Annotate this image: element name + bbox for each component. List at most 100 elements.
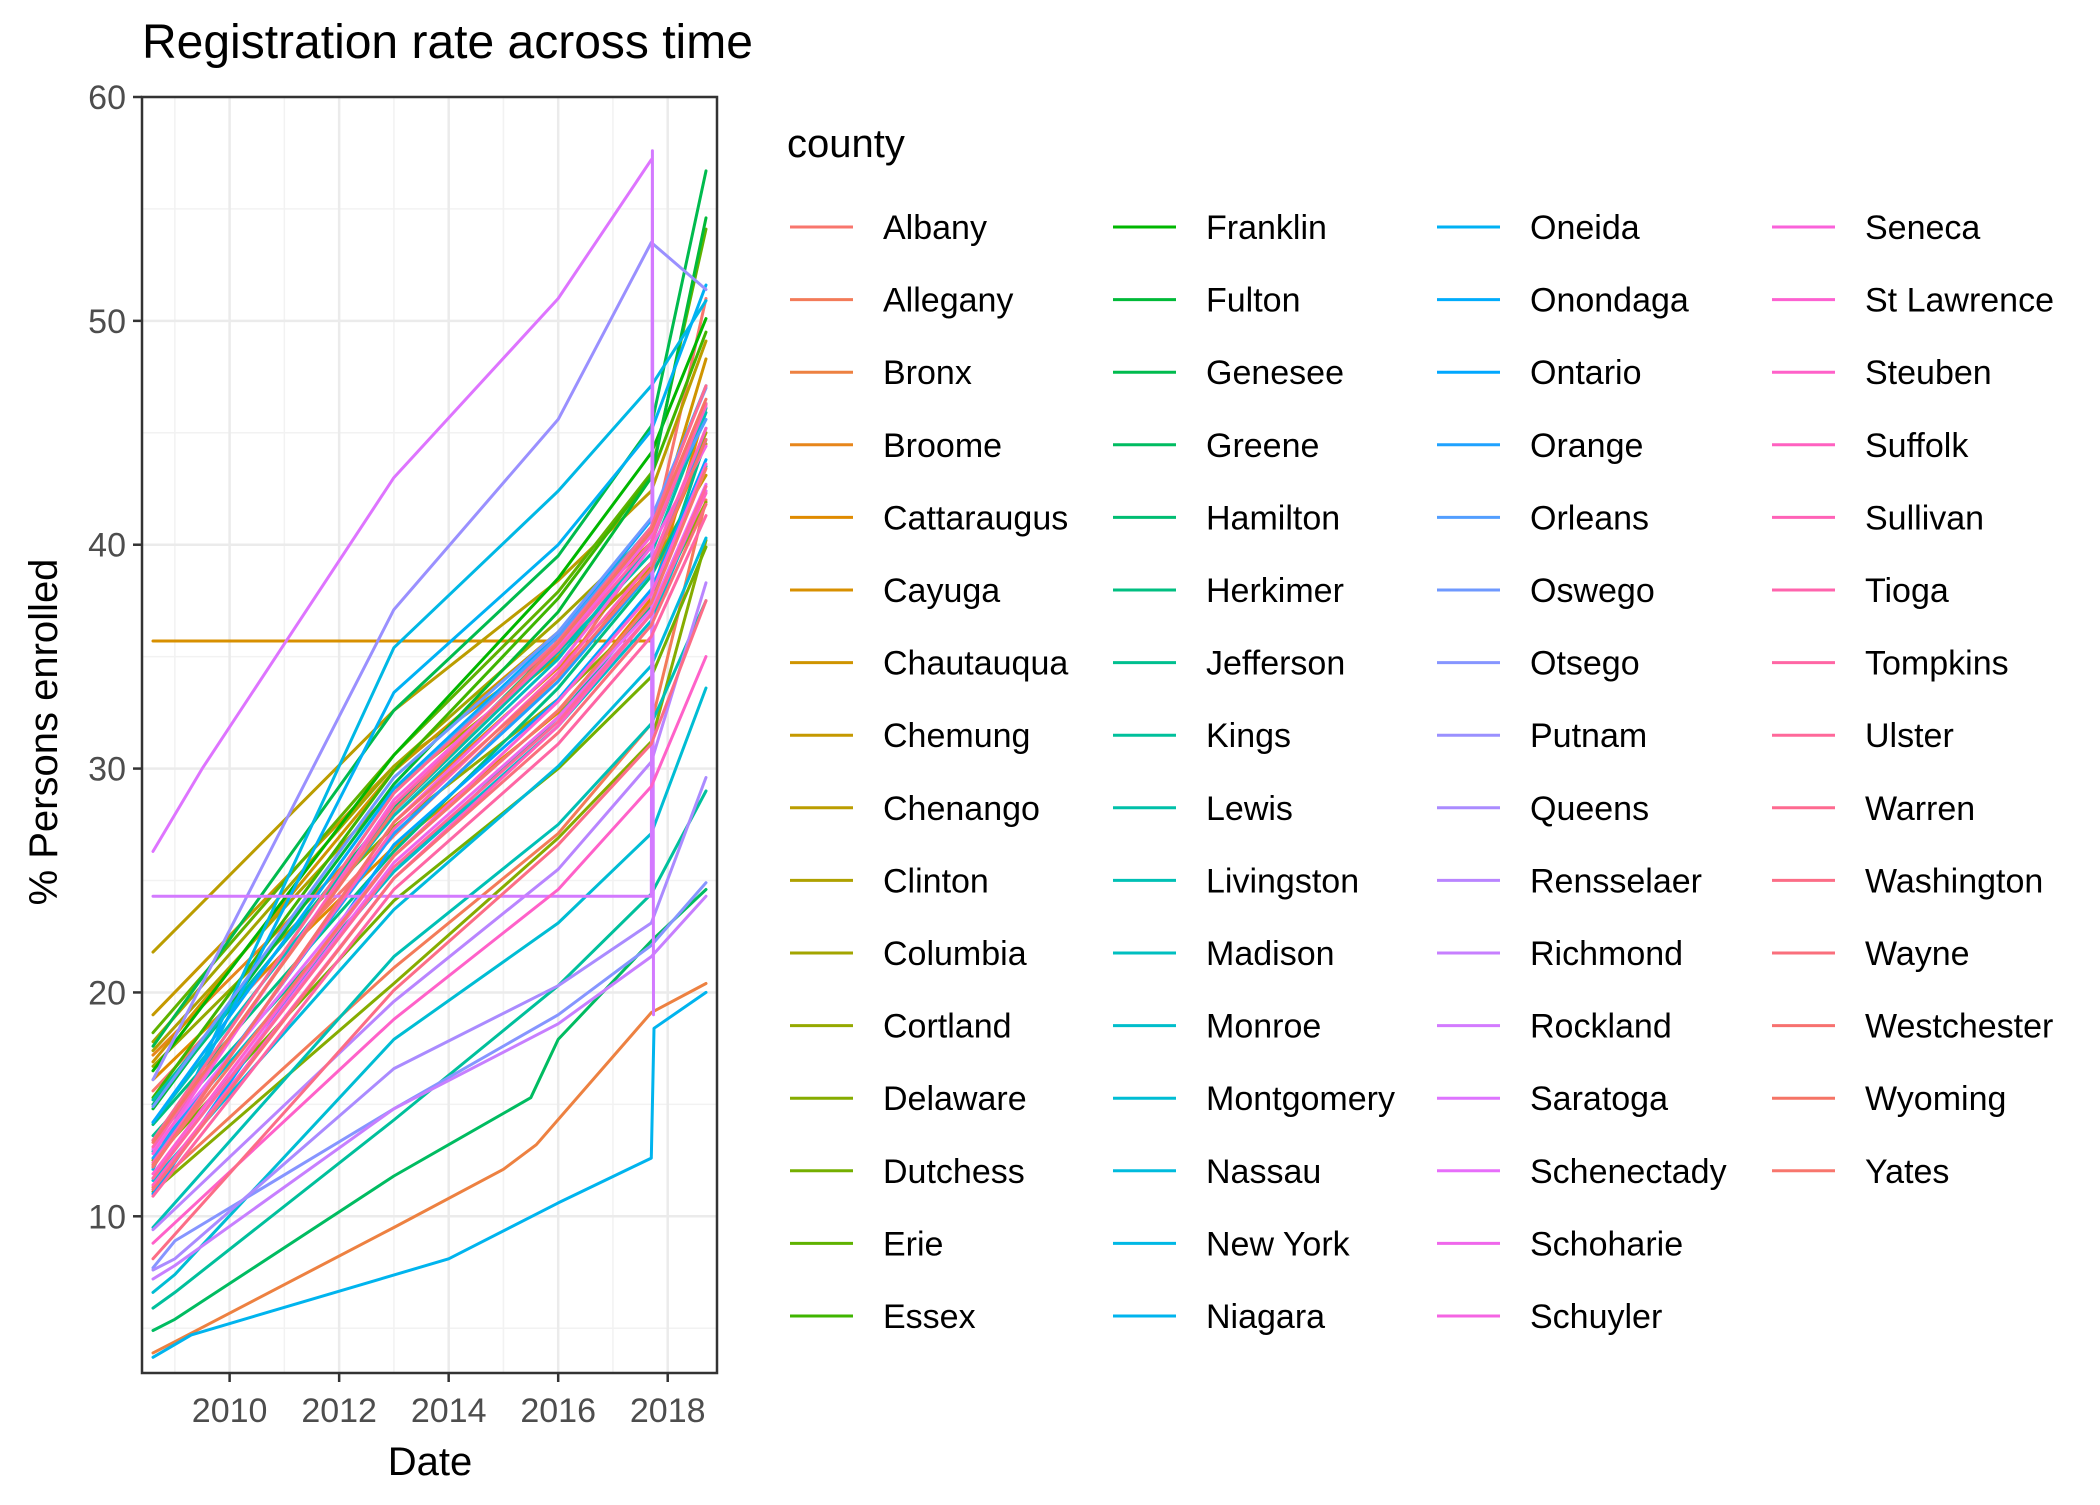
series-line-allegany [151,498,708,1189]
series-line-sullivan [151,426,708,1165]
legend-item-wyoming: Wyoming [1772,1080,2006,1118]
legend-item-ulster: Ulster [1772,717,1954,755]
legend-item-erie: Erie [790,1225,943,1263]
legend-item-richmond: Richmond [1437,935,1683,973]
legend-label: Ontario [1530,354,1642,392]
legend-item-bronx: Bronx [790,354,972,392]
series-line-richmond [151,894,708,1281]
legend-label: Franklin [1206,209,1327,247]
legend-label: Albany [883,209,987,247]
legend-label: Columbia [883,935,1027,973]
legend-label: Westchester [1865,1008,2053,1046]
legend-item-monroe: Monroe [1113,1008,1321,1046]
plot-panel: 2010 2012 2014 2016 2018 10 20 30 40 50 60 [88,79,719,1430]
legend-label: Oswego [1530,572,1655,610]
legend-item-tompkins: Tompkins [1772,645,2009,683]
legend-label: Chenango [883,790,1040,828]
legend-label: Delaware [883,1080,1027,1118]
legend-label: Allegany [883,282,1013,320]
legend-item-cattaraugus: Cattaraugus [790,499,1068,537]
series-line-oneida [151,283,708,1167]
legend-label: Warren [1865,790,1975,828]
legend-item-columbia: Columbia [790,935,1027,973]
legend-label: Onondaga [1530,282,1689,320]
series-line-queens [151,776,708,1272]
legend-title: county [787,122,905,166]
legend-label: Saratoga [1530,1080,1668,1118]
legend-item-albany: Albany [790,209,987,247]
series-line-new-york [151,299,708,1171]
series-line-franklin [151,317,708,1073]
legend-label: Chemung [883,717,1030,755]
legend-label: Cortland [883,1008,1012,1046]
legend-label: Chautauqua [883,645,1068,683]
legend-item-nassau: Nassau [1113,1153,1321,1191]
legend-item-greene: Greene [1113,427,1319,465]
legend-label: Schoharie [1530,1225,1683,1263]
legend-label: Queens [1530,790,1649,828]
legend-item-st-lawrence: St Lawrence [1772,282,2054,320]
legend-label: Jefferson [1206,645,1345,683]
series-line-tompkins [151,514,708,1198]
legend-item-clinton: Clinton [790,862,989,900]
legend-label: Essex [883,1298,976,1336]
chart-title: Registration rate across time [142,16,753,69]
y-tick-label: 50 [88,303,126,341]
legend-item-franklin: Franklin [1113,209,1327,247]
legend-item-otsego: Otsego [1437,645,1640,683]
legend-label: Tompkins [1865,645,2009,683]
x-tick-label: 2018 [630,1392,706,1430]
legend-label: Rensselaer [1530,862,1702,900]
y-tick-label: 20 [88,974,126,1012]
legend-item-broome: Broome [790,427,1002,465]
series-line-yates [151,467,708,1167]
series-line-tioga [151,402,708,1149]
legend-label: Kings [1206,717,1291,755]
legend-label: Madison [1206,935,1335,973]
legend-item-wayne: Wayne [1772,935,1970,973]
series-lines [151,149,708,1359]
series-line-steuben [151,655,708,1245]
series-line-fulton [151,216,708,1111]
legend-item-montgomery: Montgomery [1113,1080,1395,1118]
series-line-putnam [151,241,708,1082]
legend-item-putnam: Putnam [1437,717,1647,755]
x-tick-label: 2016 [520,1392,596,1430]
legend-label: Cayuga [883,572,1000,610]
legend-item-orleans: Orleans [1437,499,1649,537]
legend-item-cayuga: Cayuga [790,572,1000,610]
legend-label: Hamilton [1206,499,1340,537]
legend-label: Lewis [1206,790,1293,828]
legend-item-saratoga: Saratoga [1437,1080,1668,1118]
series-line-oswego [151,386,708,1109]
legend-label: Erie [883,1225,943,1263]
legend-item-tioga: Tioga [1772,572,1949,610]
legend-item-chemung: Chemung [790,717,1030,755]
legend-label: Steuben [1865,354,1992,392]
y-tick-label: 10 [88,1198,126,1236]
series-line-bronx [151,982,708,1355]
legend-item-rockland: Rockland [1437,1008,1672,1046]
legend-item-oneida: Oneida [1437,209,1640,247]
legend-item-niagara: Niagara [1113,1298,1325,1336]
legend-item-kings: Kings [1113,717,1291,755]
legend-label: Cattaraugus [883,499,1068,537]
legend-item-jefferson: Jefferson [1113,645,1345,683]
y-axis-label: % Persons enrolled [22,559,66,906]
series-line-niagara [151,990,708,1359]
legend-label: St Lawrence [1865,282,2054,320]
legend-item-hamilton: Hamilton [1113,499,1340,537]
x-tick-label: 2010 [192,1392,268,1430]
legend-label: Clinton [883,862,989,900]
series-line-nassau [151,536,708,1182]
legend-item-seneca: Seneca [1772,209,1980,247]
legend-label: Orange [1530,427,1643,465]
series-line-ulster [151,485,708,1180]
legend-label: Orleans [1530,499,1649,537]
legend-label: Bronx [883,354,972,392]
axes: 2010 2012 2014 2016 2018 10 20 30 40 50 60 [88,79,705,1430]
y-tick-label: 30 [88,751,126,789]
legend-label: Fulton [1206,282,1301,320]
legend-item-fulton: Fulton [1113,282,1301,320]
